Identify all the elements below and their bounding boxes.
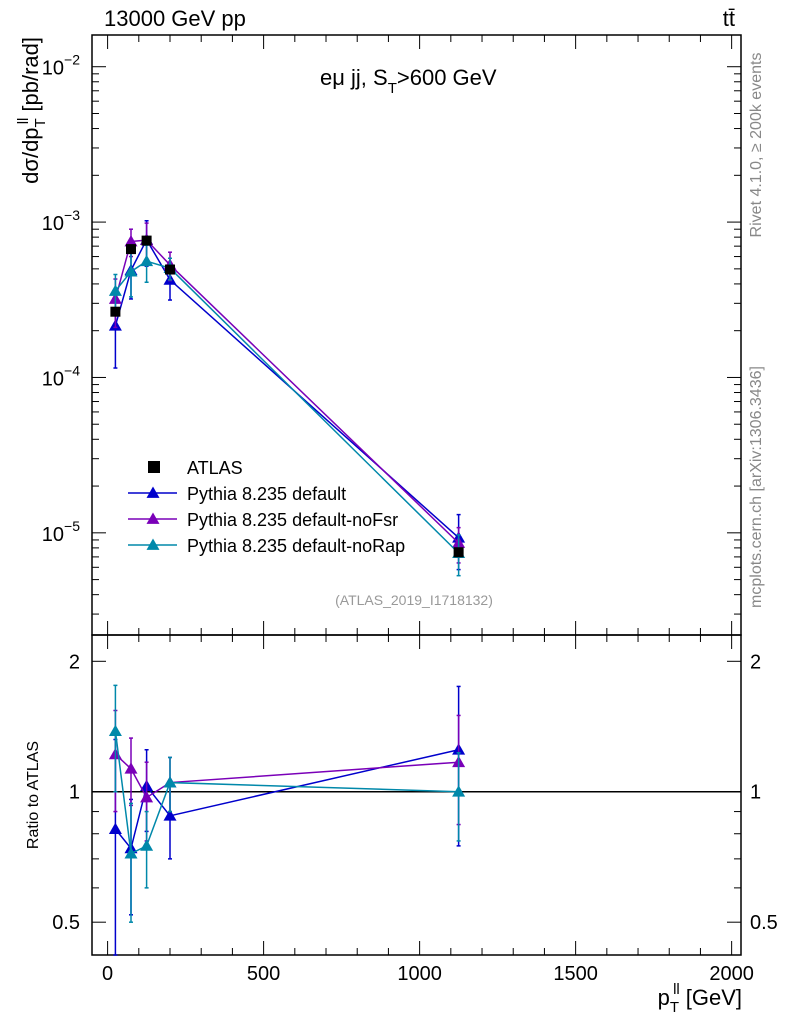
y-label-main: dσ/dp [18,127,43,183]
x-tick-label: 500 [247,963,280,985]
legend-item: Pythia 8.235 default-noFsr [128,510,398,530]
legend-item: Pythia 8.235 default [128,484,346,504]
process-label: tt̄ [723,6,735,31]
series-point [124,234,138,247]
y-axis-label: dσ/dpTll [pb/rad] [15,37,49,184]
data-point [141,235,152,246]
rivet-label: Rivet 4.1.0, ≥ 200k events [748,53,765,238]
legend-label: Pythia 8.235 default-noRap [187,536,405,556]
y-tick-label: 10−3 [42,207,80,235]
series-point [124,265,138,277]
x-axis-label: pTll [GeV] [658,981,742,1016]
legend: ATLAS Pythia 8.235 default Pythia 8.235 de… [128,458,405,556]
legend-marker [146,538,160,550]
x-tick-label: 2000 [709,963,754,985]
y-label-unit: [pb/rad] [18,37,43,112]
ratio-point [108,724,122,737]
x-label-sub: T [670,999,679,1016]
x-tick-label: 0 [102,963,113,985]
y-tick-label-exp: −5 [64,518,80,534]
ratio-series-layer [108,684,466,956]
legend-label: Pythia 8.235 default-noFsr [187,510,398,530]
legend-label: ATLAS [187,458,243,478]
series-point [140,254,154,267]
y-label-sub: T [32,118,49,127]
y-label-sup: ll [15,118,32,125]
ratio-tick-label-right: 1 [750,782,761,804]
y-tick-label-base: 10 [42,58,64,80]
legend-item: ATLAS [148,458,243,478]
ratio-point [108,822,122,834]
ratio-axis-ticks: 0 500 1000 1500 2000 0.5 0.5 1 1 2 2 [52,635,778,985]
ratio-point [163,809,177,821]
y-tick-label-base: 10 [42,524,64,546]
mcplots-label: mcplots.cern.ch [arXiv:1306.3436] [748,366,765,608]
data-point [453,547,464,558]
legend-marker [146,486,160,498]
legend-item: Pythia 8.235 default-noRap [128,536,405,556]
x-label-sup: ll [673,981,680,998]
ratio-tick-label: 2 [69,651,80,673]
series-point [108,284,122,296]
y-tick-label: 10−4 [42,362,80,390]
x-label-main: p [658,985,670,1010]
data-point [110,306,121,317]
main-axis-ticks: 10−510−410−310−2 [42,35,741,635]
atlas-data [110,235,464,558]
legend-marker [148,461,160,473]
energy-label: 13000 GeV pp [104,6,246,31]
data-point [126,244,137,255]
x-tick-label: 1500 [553,963,598,985]
ratio-y-axis-label: Ratio to ATLAS [25,741,42,849]
ratio-tick-label-right: 2 [750,651,761,673]
legend-label: Pythia 8.235 default [187,484,346,504]
chart-title-main: eμ jj, S [320,65,388,90]
ratio-point [140,790,154,803]
y-tick-label: 10−5 [42,518,80,546]
y-tick-label-exp: −3 [64,207,80,223]
ratio-point [452,785,466,797]
ratio-series-2 [108,709,466,842]
data-point [165,264,176,275]
chart-title: eμ jj, ST>600 GeV [320,65,497,97]
analysis-id: (ATLAS_2019_I1718132) [335,592,493,608]
x-label-unit: [GeV] [686,985,742,1010]
y-tick-label-exp: −4 [64,362,80,378]
y-tick-label-base: 10 [42,213,64,235]
ratio-point [124,762,138,774]
ratio-series-1 [108,685,466,956]
ratio-point [163,776,177,788]
ratio-tick-label: 0.5 [52,912,80,934]
ratio-series-3 [108,684,466,923]
legend-marker [146,512,160,524]
ratio-point [140,839,154,851]
y-tick-label-base: 10 [42,368,64,390]
y-tick-label-exp: −2 [64,52,80,68]
ratio-panel-frame [91,634,742,956]
ratio-tick-label-right: 0.5 [750,912,778,934]
chart-title-rest: >600 GeV [397,65,497,90]
chart-title-sub: T [388,80,397,97]
ratio-line [114,749,459,851]
ratio-tick-label: 1 [69,782,80,804]
y-tick-label: 10−2 [42,52,80,80]
x-tick-label: 1000 [397,963,442,985]
main-series-layer [108,220,466,577]
ratio-point [124,847,138,859]
